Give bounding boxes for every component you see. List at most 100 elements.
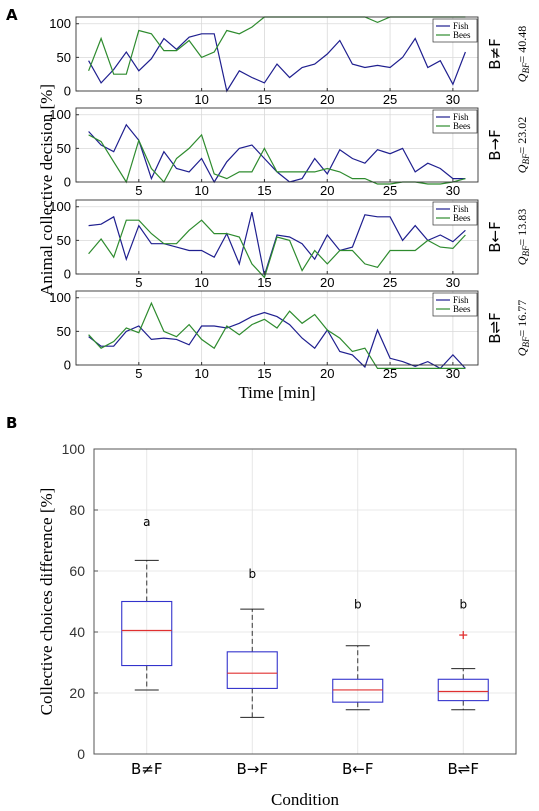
y-tick-label: 0 xyxy=(64,267,71,282)
y-tick-label: 100 xyxy=(49,290,71,305)
plot-frame xyxy=(93,448,517,755)
x-tick-label: 20 xyxy=(320,275,334,290)
y-tick-label: 50 xyxy=(57,324,71,339)
x-tick-label: B⇌F xyxy=(448,760,480,778)
legend-label-fish: Fish xyxy=(453,112,469,122)
plot-frame xyxy=(75,290,479,366)
y-tick-label: 0 xyxy=(64,84,71,99)
plot-frame xyxy=(75,199,479,275)
condition-label: B⇌F xyxy=(486,312,504,344)
y-tick-label: 80 xyxy=(69,502,85,518)
panel-b-label: B xyxy=(6,414,17,432)
condition-label: B→F xyxy=(486,129,504,161)
y-axis-title: Animal collective decision [%] xyxy=(37,84,56,296)
series-line-fish xyxy=(88,311,466,370)
legend-label-bees: Bees xyxy=(453,30,471,40)
x-tick-label: 10 xyxy=(194,366,208,381)
x-tick-label: 30 xyxy=(446,275,460,290)
y-tick-label: 0 xyxy=(64,358,71,373)
y-tick-label: 40 xyxy=(69,624,85,640)
x-tick-label: 15 xyxy=(257,92,271,107)
box-3: b B←F xyxy=(332,598,384,778)
significance-letter: a xyxy=(143,515,150,529)
legend-label-fish: Fish xyxy=(453,204,469,214)
significance-letter: b xyxy=(459,598,467,612)
condition-label: B←F xyxy=(486,221,504,253)
x-axis-title: Condition xyxy=(271,790,340,809)
y-tick-label: 20 xyxy=(69,685,85,701)
panel-b-box-plot: a B≠F b B→F b B←F b B⇌F 0 20 40 60 80 100 Collective c… xyxy=(37,441,517,809)
x-tick-label: 25 xyxy=(383,92,397,107)
x-tick-label: 15 xyxy=(257,183,271,198)
box-2: b B→F xyxy=(226,567,278,778)
plot-area xyxy=(76,17,478,91)
x-tick-label: 30 xyxy=(446,183,460,198)
series-line-fish xyxy=(88,33,466,93)
series-line-bees xyxy=(88,219,466,279)
series-line-fish xyxy=(88,211,466,276)
x-tick-label: B←F xyxy=(342,760,374,778)
x-tick-label: 5 xyxy=(135,92,142,107)
legend-box xyxy=(432,292,478,317)
y-axis-title: Collective choices difference [%] xyxy=(37,488,56,716)
y-tick-label: 0 xyxy=(64,175,71,190)
legend-label-bees: Bees xyxy=(453,121,471,131)
box-iqr xyxy=(332,678,384,703)
y-tick-label: 0 xyxy=(77,746,85,762)
box-iqr xyxy=(121,600,173,667)
x-tick-label: 5 xyxy=(135,183,142,198)
legend-label-fish: Fish xyxy=(453,295,469,305)
y-tick-label: 100 xyxy=(49,199,71,214)
q-value-label: QBF= 16.77 xyxy=(515,300,531,356)
plot-frame xyxy=(75,107,479,183)
x-tick-label: 20 xyxy=(320,92,334,107)
plot-frame xyxy=(75,16,479,92)
legend-box xyxy=(432,18,478,43)
legend-label-fish: Fish xyxy=(453,21,469,31)
y-tick-label: 100 xyxy=(49,16,71,31)
x-tick-label: 10 xyxy=(194,92,208,107)
y-tick-label: 60 xyxy=(69,563,85,579)
legend-box xyxy=(432,109,478,134)
x-tick-label: 20 xyxy=(320,183,334,198)
legend-box xyxy=(432,201,478,226)
x-axis-title: Time [min] xyxy=(238,383,315,402)
legend-label-bees: Bees xyxy=(453,304,471,314)
series-line-bees xyxy=(88,301,466,369)
box-1: a B≠F xyxy=(121,515,173,778)
x-tick-label: 25 xyxy=(383,275,397,290)
box-4: b B⇌F xyxy=(437,598,489,778)
q-value-label: QBF= 13.83 xyxy=(515,209,531,265)
x-tick-label: B→F xyxy=(237,760,269,778)
y-tick-label: 100 xyxy=(49,107,71,122)
x-tick-label: 20 xyxy=(320,366,334,381)
x-tick-label: 15 xyxy=(257,275,271,290)
condition-label: B≠F xyxy=(486,38,504,70)
box-iqr xyxy=(226,651,278,689)
box-iqr xyxy=(437,678,489,702)
x-tick-label: 30 xyxy=(446,92,460,107)
x-tick-label: B≠F xyxy=(131,760,163,778)
y-tick-label: 50 xyxy=(57,141,71,156)
x-tick-label: 5 xyxy=(135,275,142,290)
x-tick-label: 10 xyxy=(194,183,208,198)
y-tick-label: 100 xyxy=(62,441,86,457)
y-tick-label: 50 xyxy=(57,50,71,65)
panel-a-label: A xyxy=(6,6,18,24)
plot-area xyxy=(76,108,478,182)
significance-letter: b xyxy=(354,598,362,612)
q-value-label: QBF= 40.48 xyxy=(515,26,531,82)
significance-letter: b xyxy=(248,567,256,581)
legend-label-bees: Bees xyxy=(453,213,471,223)
x-tick-label: 5 xyxy=(135,366,142,381)
x-tick-label: 15 xyxy=(257,366,271,381)
x-tick-label: 10 xyxy=(194,275,208,290)
x-tick-label: 25 xyxy=(383,183,397,198)
y-tick-label: 50 xyxy=(57,233,71,248)
